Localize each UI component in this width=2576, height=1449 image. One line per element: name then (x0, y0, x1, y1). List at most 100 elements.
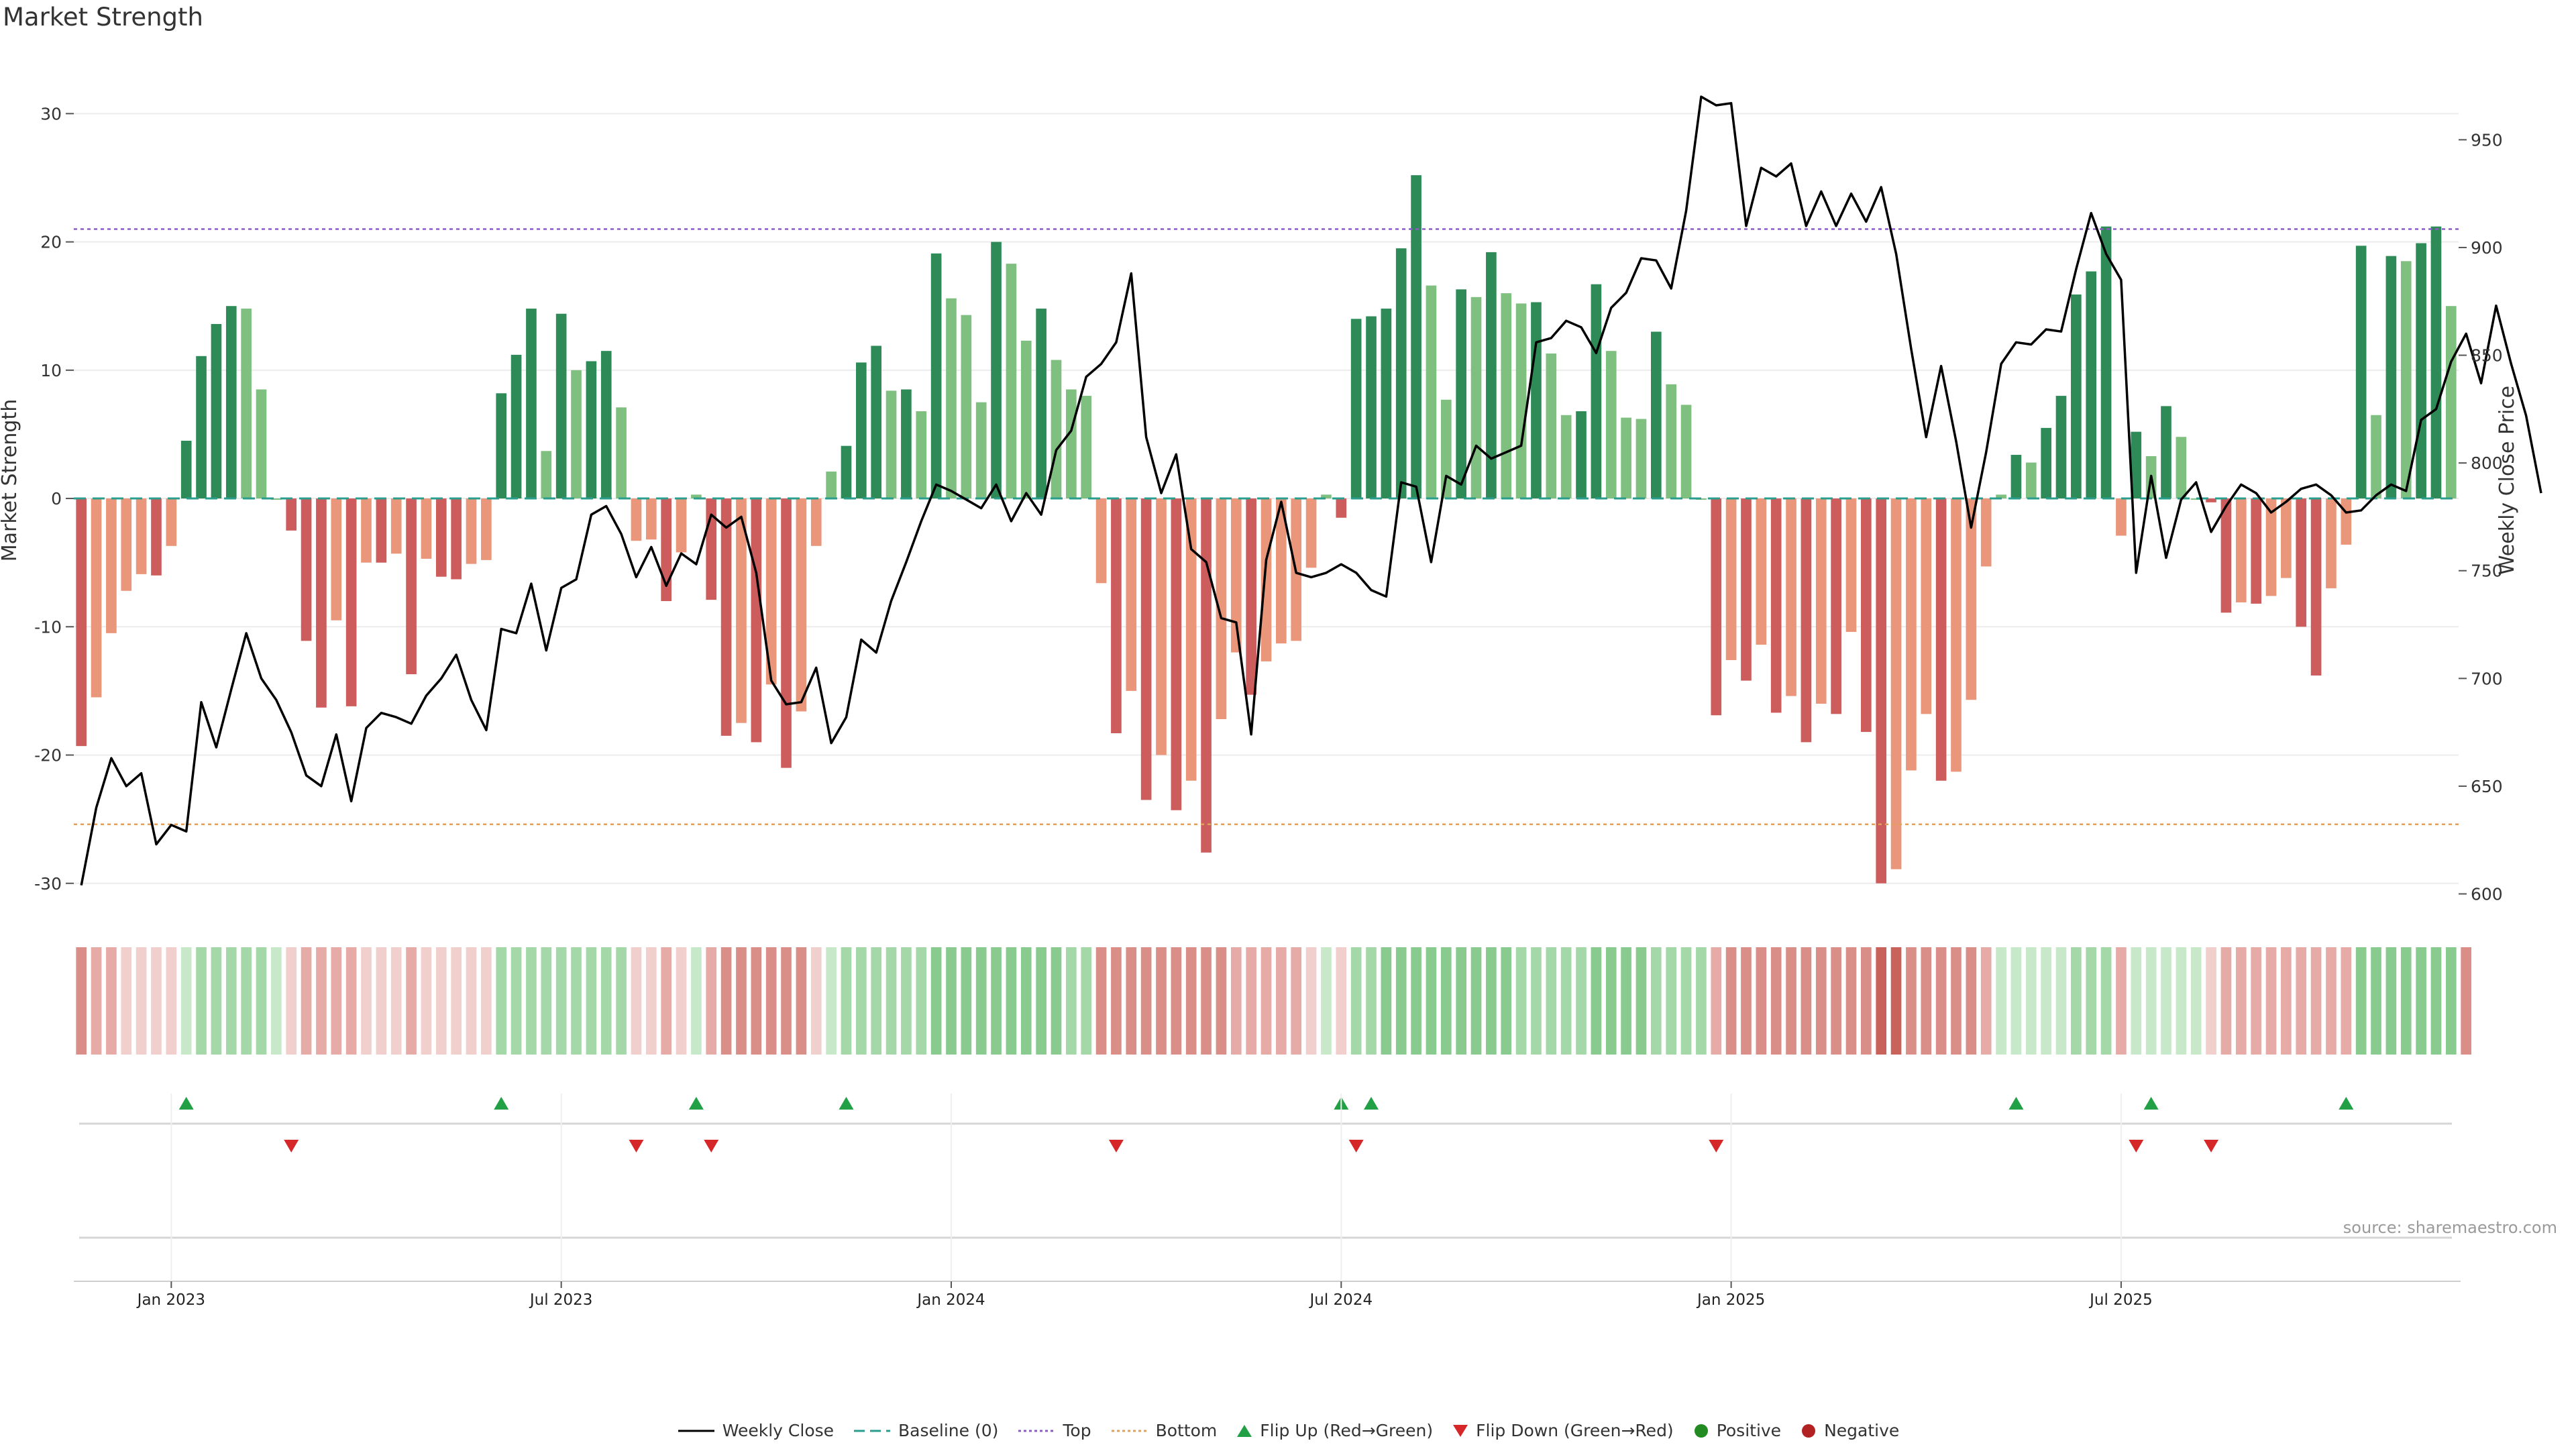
legend-item-top: Top (1017, 1421, 1091, 1440)
heat-cell (871, 947, 882, 1055)
strength-bar (1321, 494, 1332, 499)
heat-cell (1831, 947, 1841, 1055)
strength-bar (331, 498, 342, 621)
strength-bar (586, 361, 597, 499)
heat-cell (316, 947, 327, 1055)
flip-down-marker (1108, 1140, 1124, 1152)
heat-cell (1635, 947, 1647, 1055)
heat-cell (2281, 947, 2292, 1055)
strength-bar (2296, 498, 2307, 627)
strength-bar (361, 498, 372, 563)
heat-cell (2235, 947, 2247, 1055)
strength-bar (691, 494, 702, 499)
heat-cell (2371, 947, 2381, 1055)
legend-label: Flip Down (Green→Red) (1476, 1421, 1674, 1440)
strength-bar (406, 498, 417, 675)
strength-bar (1650, 331, 1662, 499)
strength-bar (2086, 271, 2097, 499)
heat-cell (2025, 947, 2037, 1055)
reference-lines (74, 228, 2459, 826)
heat-cell (1456, 947, 1466, 1055)
strength-bar (1770, 498, 1782, 713)
strength-bar (481, 498, 492, 560)
y-tick-label: -20 (34, 746, 62, 765)
heat-cell (916, 947, 927, 1055)
strength-bar (1185, 498, 1197, 781)
heat-cell (810, 947, 822, 1055)
heat-cell (645, 947, 657, 1055)
heat-cell (196, 947, 207, 1055)
heat-cell (1006, 947, 1017, 1055)
strength-bar (1081, 396, 1092, 499)
strength-bar (166, 498, 177, 546)
strength-bar (1951, 498, 1962, 772)
heat-cell (2251, 947, 2261, 1055)
strength-bar (136, 498, 147, 574)
strength-bar (1470, 297, 1482, 499)
heat-cell (1935, 947, 1947, 1055)
strength-bar (901, 389, 912, 499)
heat-cell (2310, 947, 2322, 1055)
heat-cell (1741, 947, 1752, 1055)
strength-bar (1111, 498, 1122, 734)
strength-bar (496, 393, 507, 499)
strength-bar (1440, 399, 1452, 499)
heat-cell (1546, 947, 1557, 1055)
strength-bar (316, 498, 327, 708)
heat-cell (2086, 947, 2097, 1055)
heat-cell (1531, 947, 1542, 1055)
strength-bar (885, 390, 897, 499)
strength-bar (1906, 498, 1917, 771)
strength-bar (1921, 498, 1932, 714)
strength-bar (211, 323, 222, 499)
strength-bar (930, 253, 942, 499)
heat-cell (1201, 947, 1212, 1055)
strength-bar (1680, 405, 1692, 499)
heat-cell (1951, 947, 1962, 1055)
strength-bar (571, 370, 582, 499)
strength-bar (1036, 309, 1046, 499)
heat-cell (1666, 947, 1677, 1055)
flip-down-marker (1348, 1140, 1364, 1152)
strength-bar (1980, 498, 1992, 567)
heat-cell (2341, 947, 2352, 1055)
heat-cell (1440, 947, 1452, 1055)
legend-item-weekly-close: Weekly Close (677, 1421, 834, 1440)
heat-cell (1890, 947, 1902, 1055)
strength-bar (345, 498, 357, 706)
heat-cell (796, 947, 807, 1055)
heat-cell (481, 947, 492, 1055)
heat-cell (376, 947, 387, 1055)
strength-bar (1246, 498, 1256, 695)
heat-cell (421, 947, 432, 1055)
strength-bar (2010, 455, 2022, 499)
right-y-axis: 950 900 850 800 750 700 650 600 (2459, 130, 2503, 904)
heat-cell (586, 947, 597, 1055)
heat-cell (331, 947, 342, 1055)
heat-cell (1906, 947, 1917, 1055)
strength-bar (555, 313, 567, 499)
strength-bar (2071, 294, 2082, 499)
strength-bar (1831, 498, 1841, 714)
heat-cell (2010, 947, 2022, 1055)
strength-bar (1395, 248, 1407, 499)
y2-tick-label: 850 (2471, 346, 2503, 366)
date-tick-label: Jul 2024 (1308, 1291, 1373, 1309)
heat-cell (1126, 947, 1137, 1055)
heat-cell (2461, 947, 2472, 1055)
strength-bar (106, 498, 117, 633)
strength-bar (2281, 498, 2292, 578)
strength-bar (1140, 498, 1152, 800)
heat-cell (2161, 947, 2171, 1055)
heat-cell (1111, 947, 1122, 1055)
line-swatch-icon (678, 1430, 714, 1432)
flip-down-marker (2129, 1140, 2144, 1152)
strength-bar (1605, 351, 1617, 499)
strength-bar (2190, 498, 2202, 500)
strength-bar (2041, 427, 2051, 499)
date-tick-label: Jan 2025 (1696, 1291, 1765, 1309)
heat-cell (466, 947, 477, 1055)
heat-cell (1756, 947, 1767, 1055)
heat-cell (1066, 947, 1077, 1055)
